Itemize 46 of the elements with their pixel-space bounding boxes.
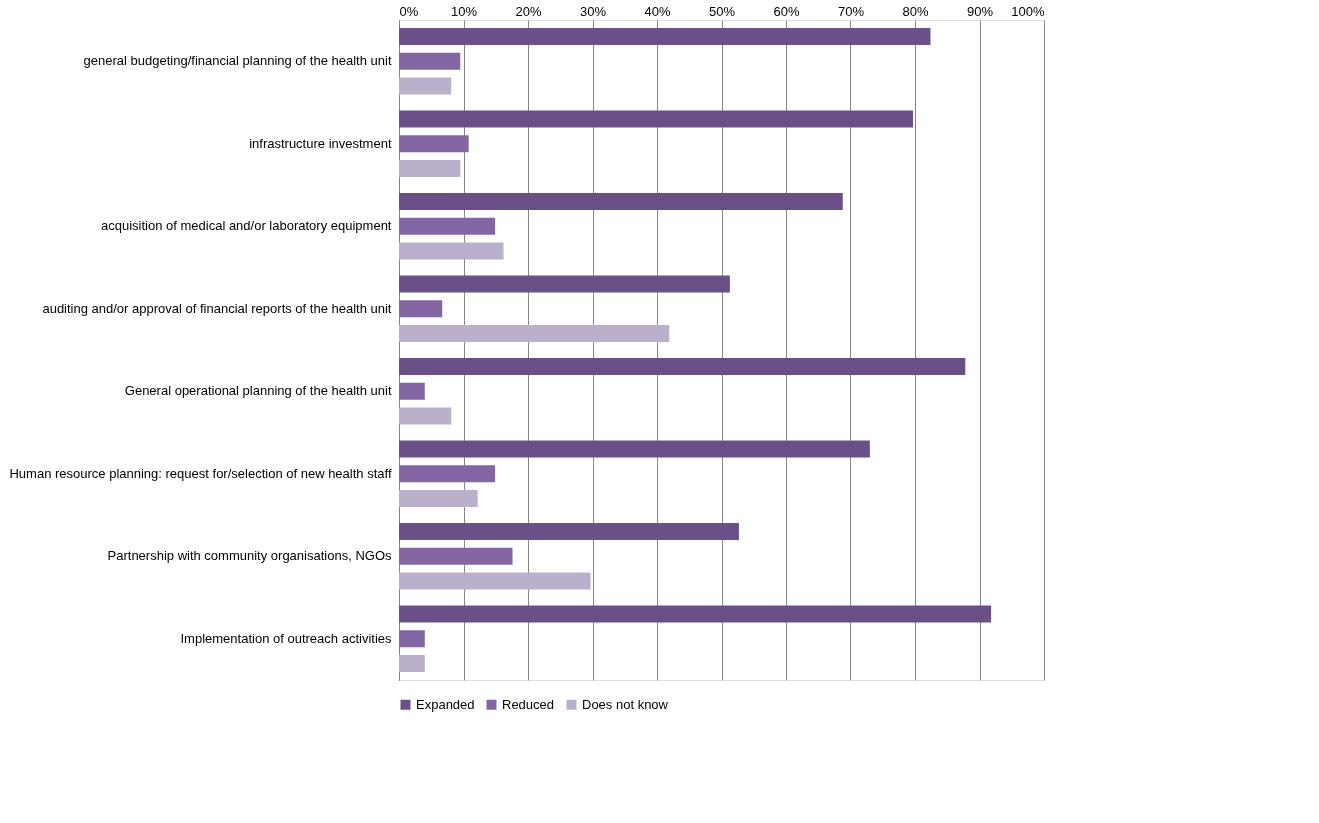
bar [399,135,469,153]
x-tick-label: 0% [399,3,419,19]
x-tick-label: 20% [515,3,542,19]
bar [399,605,992,623]
x-tick-label: 30% [579,3,607,19]
bar [399,160,461,177]
y-tick-label: auditing and/or approval of financial reports of the health unit [42,300,392,316]
bar [399,440,870,458]
bar [399,325,670,342]
x-tick-label: 50% [708,3,736,19]
bar [399,572,591,590]
bar [399,242,504,260]
x-tick-label: 90% [966,3,994,19]
bar [399,275,730,293]
bar [399,382,425,400]
y-tick-label: Human resource planning: request for/selection of new health staff [9,465,392,481]
x-tick-label: 80% [902,3,929,19]
bar [399,523,739,540]
x-tick-label: 10% [450,3,478,19]
bar [399,28,931,45]
bar [399,77,452,95]
bar [399,465,496,483]
legend-label: Expanded [416,696,475,712]
bar [399,655,425,672]
bar [399,193,843,210]
x-tick-label: 40% [644,3,671,19]
legend-label: Reduced [502,696,555,712]
legend-label: Does not know [582,696,669,712]
bar [399,630,425,648]
bar [399,547,513,565]
bar [399,407,452,425]
bar [399,110,914,128]
x-tick-label: 70% [837,3,865,19]
bar [399,52,461,70]
y-tick-label: General operational planning of the health unit [124,383,392,399]
y-tick-label: acquisition of medical and/or laboratory equipment [100,218,392,234]
y-tick-label: infrastructure investment [249,135,392,151]
bar [399,217,496,235]
bar [399,300,443,318]
bar [399,358,966,375]
x-tick-label: 60% [773,3,800,19]
y-tick-label: general budgeting/financial planning of the health unit [83,53,392,69]
bar [399,490,478,507]
y-tick-label: Partnership with community organisations, NGOs [107,548,392,564]
x-tick-label: 100% [1011,3,1045,19]
y-tick-label: Implementation of outreach activities [180,630,392,646]
